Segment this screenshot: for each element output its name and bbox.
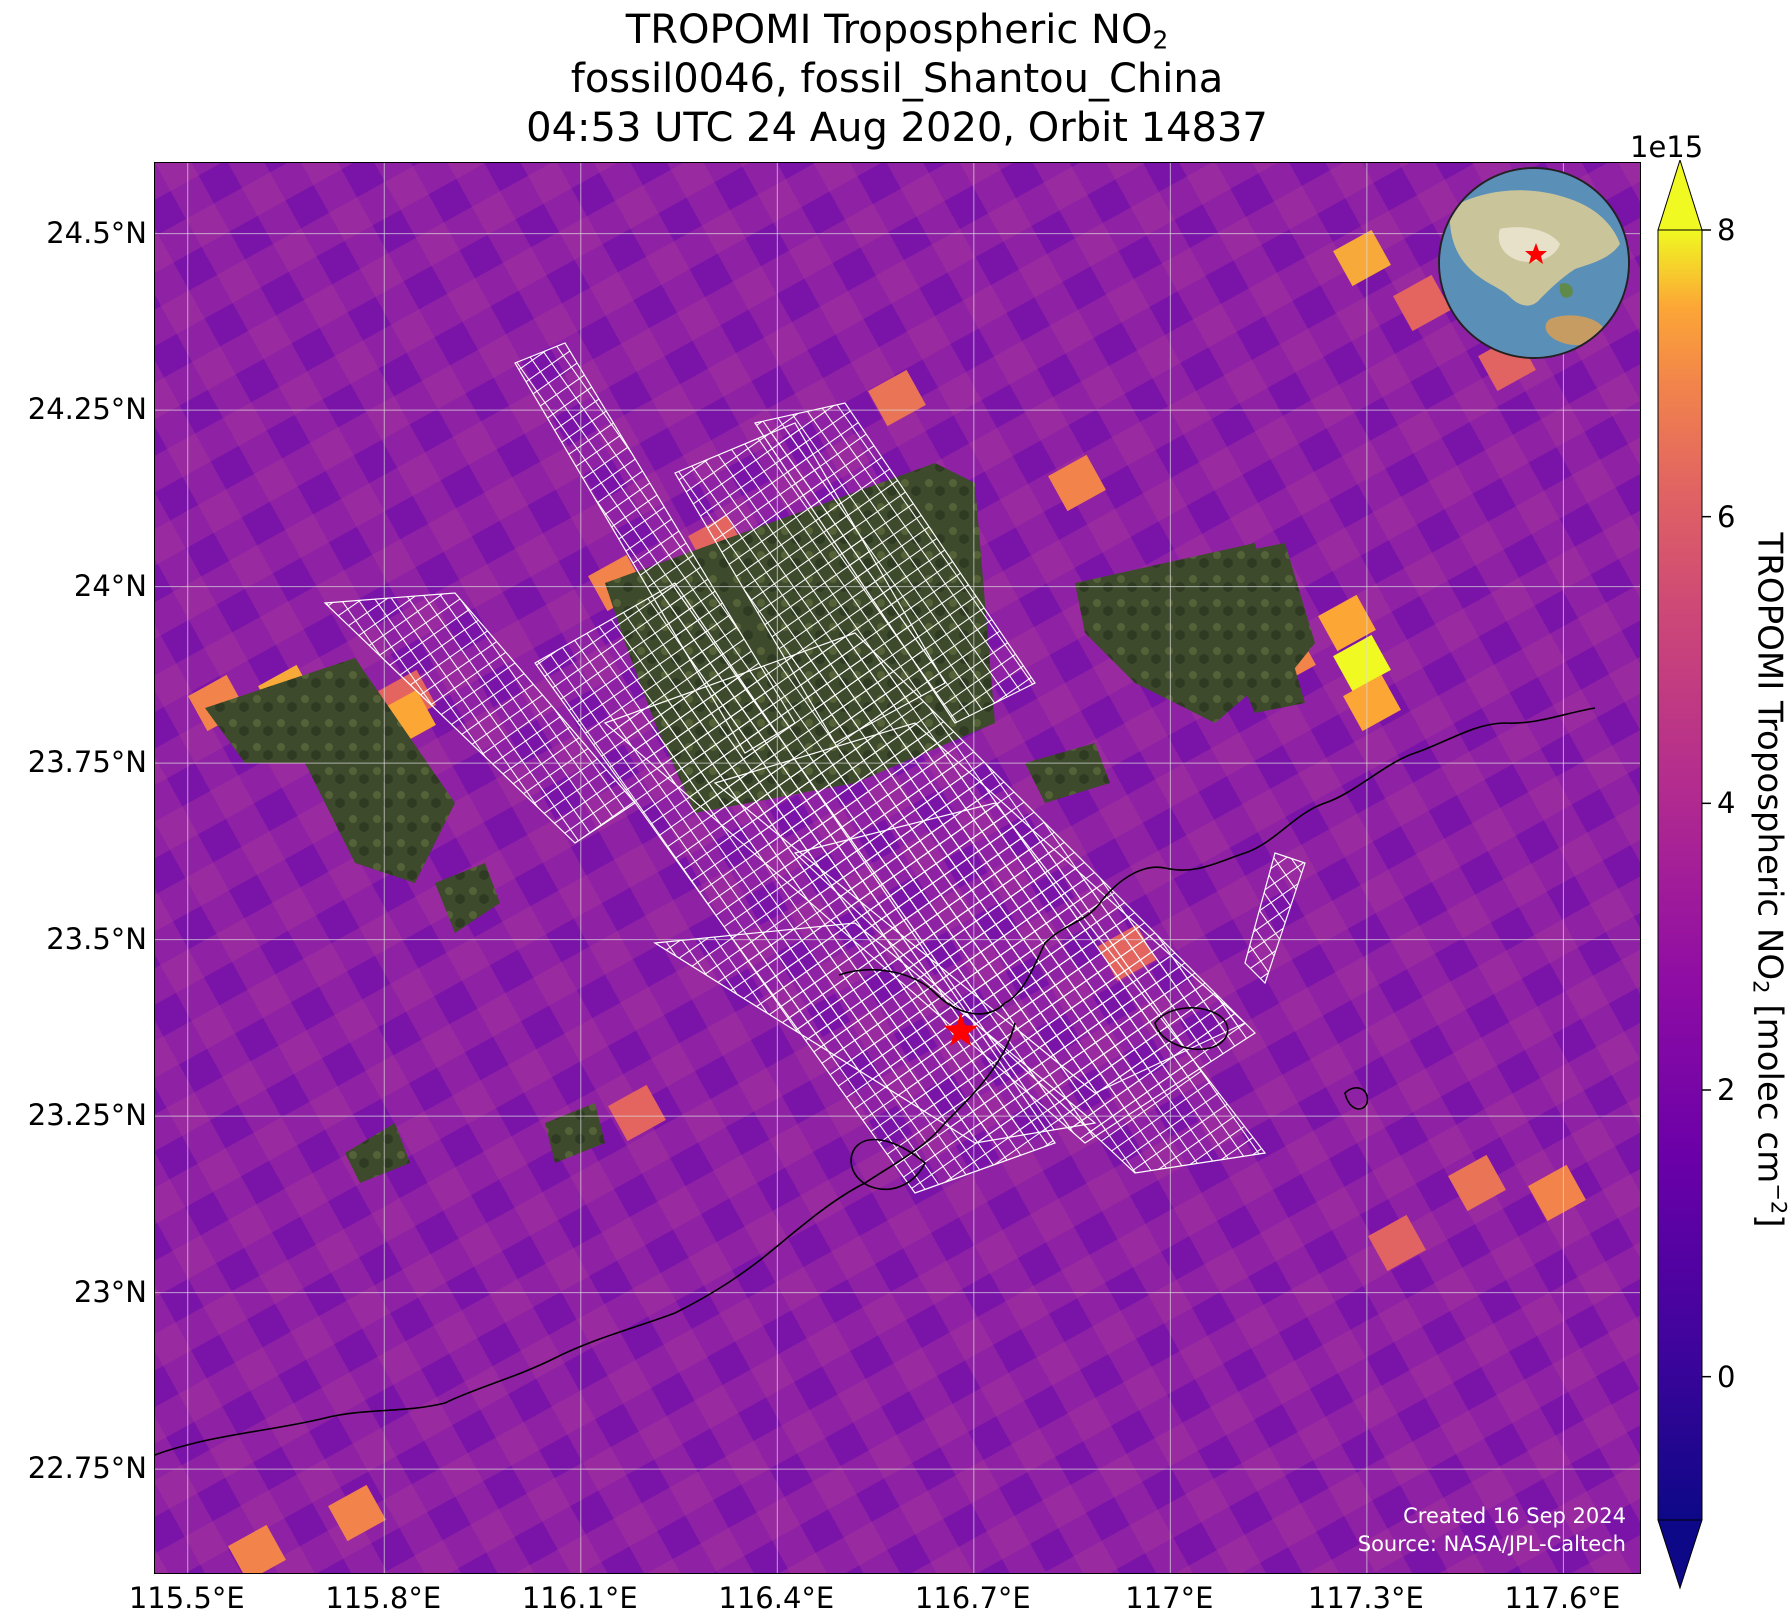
lat-tick-label: 22.75°N bbox=[27, 1451, 147, 1486]
lon-tick-label: 116.4°E bbox=[718, 1581, 835, 1615]
satellite-imagery-patch bbox=[205, 658, 455, 883]
satellite-imagery-patch bbox=[1215, 583, 1305, 713]
created-date: Created 16 Sep 2024 bbox=[1403, 1504, 1626, 1528]
no2-pixel bbox=[328, 1484, 386, 1542]
no2-pixel bbox=[1318, 594, 1376, 652]
no2-pixel bbox=[228, 1524, 286, 1573]
colorbar-exponent: 1e15 bbox=[1630, 130, 1704, 164]
colorbar bbox=[1657, 160, 1711, 1590]
lat-tick-label: 23.75°N bbox=[27, 745, 147, 780]
no2-pixel bbox=[1048, 454, 1106, 512]
satellite-imagery-patch bbox=[345, 1123, 410, 1183]
no2-pixel bbox=[1448, 1154, 1506, 1212]
lon-tick-label: 115.5°E bbox=[128, 1581, 245, 1615]
swath-grid bbox=[795, 803, 1265, 1173]
no2-map bbox=[155, 163, 1640, 1573]
swath-grid bbox=[325, 593, 635, 843]
target-star-marker bbox=[943, 1013, 978, 1046]
satellite-imagery-patch bbox=[1075, 543, 1285, 723]
globe-inset bbox=[1438, 167, 1630, 359]
lon-tick-label: 116.1°E bbox=[521, 1581, 638, 1615]
lat-tick-label: 24.25°N bbox=[27, 392, 147, 427]
overpass-swaths bbox=[323, 342, 1306, 1194]
swath-grid bbox=[515, 343, 795, 753]
no2-pixel bbox=[1368, 1214, 1426, 1272]
satellite-imagery-patch bbox=[435, 863, 500, 933]
no2-pixel bbox=[1343, 674, 1401, 732]
swath-grid bbox=[655, 923, 1095, 1143]
no2-pixel bbox=[868, 369, 926, 427]
title-line-2: fossil0046, fossil_Shantou_China bbox=[570, 56, 1224, 102]
source-text: Source: NASA/JPL-Caltech bbox=[1357, 1532, 1626, 1556]
graticule bbox=[155, 163, 1640, 1573]
colorbar-tick-label: 4 bbox=[1717, 786, 1736, 821]
colorbar-label: TROPOMI Tropospheric NO2 [molec cm−2] bbox=[1748, 532, 1791, 1228]
colorbar-tick-label: 6 bbox=[1717, 499, 1736, 534]
colorbar-body bbox=[1657, 229, 1703, 1521]
no2-pixel bbox=[1333, 634, 1391, 692]
colorbar-top-extend bbox=[1657, 160, 1703, 231]
lon-tick-label: 117.6°E bbox=[1504, 1581, 1621, 1615]
lon-tick-label: 117°E bbox=[1125, 1581, 1214, 1615]
no2-pixel bbox=[1333, 229, 1391, 287]
lat-tick-label: 24°N bbox=[73, 568, 147, 603]
lon-tick-label: 116.7°E bbox=[914, 1581, 1031, 1615]
lat-tick-label: 23°N bbox=[73, 1274, 147, 1309]
lat-tick-label: 23.5°N bbox=[46, 921, 147, 956]
colorbar-tick-label: 8 bbox=[1717, 213, 1736, 247]
target-star bbox=[943, 1013, 978, 1046]
swath-grid bbox=[755, 403, 1035, 723]
credit-text: Created 16 Sep 2024 Source: NASA/JPL-Cal… bbox=[1358, 1502, 1626, 1558]
globe-target-star bbox=[1525, 243, 1547, 264]
lat-tick-label: 24.5°N bbox=[46, 215, 147, 250]
no2-pixel bbox=[1528, 1164, 1586, 1222]
map-panel bbox=[154, 162, 1641, 1574]
colorbar-tick-label: 2 bbox=[1717, 1073, 1736, 1107]
title-line-1: TROPOMI Tropospheric NO2 bbox=[625, 7, 1169, 55]
lon-tick-label: 117.3°E bbox=[1307, 1581, 1424, 1615]
lat-tick-label: 23.25°N bbox=[27, 1098, 147, 1133]
coastline bbox=[155, 707, 1596, 1456]
no2-pixel bbox=[1393, 274, 1451, 332]
satellite-imagery-patch bbox=[1025, 743, 1110, 803]
swath-grid bbox=[1245, 853, 1305, 983]
no2-pixel bbox=[608, 1084, 666, 1142]
satellite-imagery-patch bbox=[545, 1103, 605, 1163]
lon-tick-label: 115.8°E bbox=[325, 1581, 442, 1615]
colorbar-tick-label: 0 bbox=[1717, 1359, 1736, 1394]
title-line-3: 04:53 UTC 24 Aug 2020, Orbit 14837 bbox=[526, 105, 1268, 151]
colorbar-bottom-extend bbox=[1657, 1519, 1703, 1590]
